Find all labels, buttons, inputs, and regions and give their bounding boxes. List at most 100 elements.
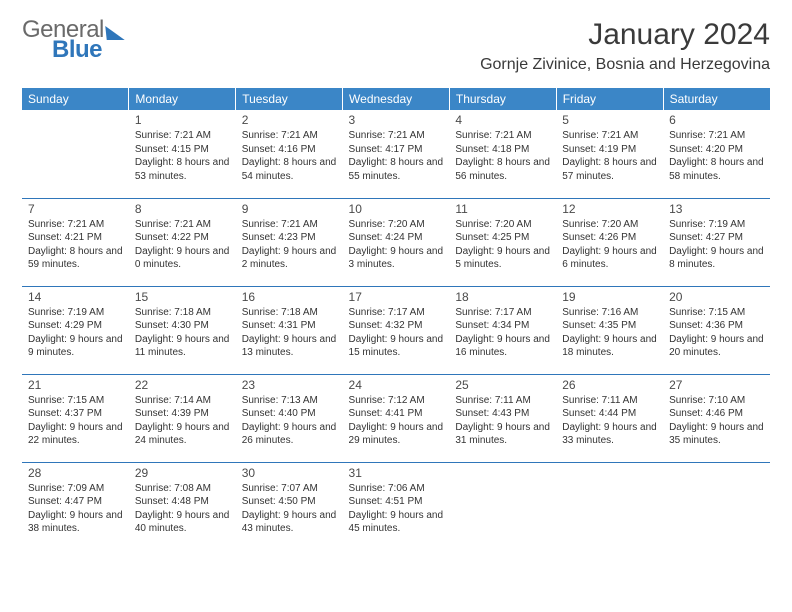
daylight-line: Daylight: 9 hours and 18 minutes. — [562, 333, 657, 360]
logo-text-blue: Blue — [52, 38, 124, 62]
daylight-line: Daylight: 9 hours and 9 minutes. — [28, 333, 123, 360]
calendar-cell: 26Sunrise: 7:11 AMSunset: 4:44 PMDayligh… — [556, 374, 663, 462]
sunrise-line: Sunrise: 7:15 AM — [669, 306, 764, 320]
weekday-header: Wednesday — [343, 88, 450, 110]
calendar-cell: 6Sunrise: 7:21 AMSunset: 4:20 PMDaylight… — [663, 110, 770, 198]
daylight-line: Daylight: 9 hours and 38 minutes. — [28, 509, 123, 536]
weekday-row: SundayMondayTuesdayWednesdayThursdayFrid… — [22, 88, 770, 110]
calendar-week-row: 7Sunrise: 7:21 AMSunset: 4:21 PMDaylight… — [22, 198, 770, 286]
day-number: 7 — [28, 201, 123, 217]
empty-cell — [28, 112, 123, 126]
daylight-line: Daylight: 9 hours and 11 minutes. — [135, 333, 230, 360]
weekday-header: Saturday — [663, 88, 770, 110]
daylight-line: Daylight: 9 hours and 13 minutes. — [242, 333, 337, 360]
daylight-line: Daylight: 9 hours and 8 minutes. — [669, 245, 764, 272]
calendar-cell: 11Sunrise: 7:20 AMSunset: 4:25 PMDayligh… — [449, 198, 556, 286]
sunrise-line: Sunrise: 7:06 AM — [349, 482, 444, 496]
calendar-cell: 7Sunrise: 7:21 AMSunset: 4:21 PMDaylight… — [22, 198, 129, 286]
sunset-line: Sunset: 4:51 PM — [349, 495, 444, 509]
daylight-line: Daylight: 9 hours and 16 minutes. — [455, 333, 550, 360]
sunset-line: Sunset: 4:25 PM — [455, 231, 550, 245]
day-number: 4 — [455, 112, 550, 128]
calendar-cell: 31Sunrise: 7:06 AMSunset: 4:51 PMDayligh… — [343, 462, 450, 550]
title-block: January 2024 Gornje Zivinice, Bosnia and… — [480, 18, 770, 74]
sunrise-line: Sunrise: 7:18 AM — [135, 306, 230, 320]
calendar-cell — [663, 462, 770, 550]
sunset-line: Sunset: 4:40 PM — [242, 407, 337, 421]
day-number: 24 — [349, 377, 444, 393]
day-number: 17 — [349, 289, 444, 305]
weekday-header: Thursday — [449, 88, 556, 110]
weekday-header: Sunday — [22, 88, 129, 110]
sunrise-line: Sunrise: 7:20 AM — [455, 218, 550, 232]
day-number: 31 — [349, 465, 444, 481]
daylight-line: Daylight: 9 hours and 35 minutes. — [669, 421, 764, 448]
sunrise-line: Sunrise: 7:17 AM — [349, 306, 444, 320]
calendar-body: 1Sunrise: 7:21 AMSunset: 4:15 PMDaylight… — [22, 110, 770, 550]
sunset-line: Sunset: 4:30 PM — [135, 319, 230, 333]
sunset-line: Sunset: 4:32 PM — [349, 319, 444, 333]
sunrise-line: Sunrise: 7:17 AM — [455, 306, 550, 320]
day-number: 8 — [135, 201, 230, 217]
calendar-cell: 24Sunrise: 7:12 AMSunset: 4:41 PMDayligh… — [343, 374, 450, 462]
daylight-line: Daylight: 9 hours and 43 minutes. — [242, 509, 337, 536]
sunset-line: Sunset: 4:20 PM — [669, 143, 764, 157]
sunset-line: Sunset: 4:50 PM — [242, 495, 337, 509]
calendar-cell: 2Sunrise: 7:21 AMSunset: 4:16 PMDaylight… — [236, 110, 343, 198]
sunset-line: Sunset: 4:35 PM — [562, 319, 657, 333]
sunset-line: Sunset: 4:41 PM — [349, 407, 444, 421]
calendar-cell: 25Sunrise: 7:11 AMSunset: 4:43 PMDayligh… — [449, 374, 556, 462]
day-number: 9 — [242, 201, 337, 217]
sunset-line: Sunset: 4:46 PM — [669, 407, 764, 421]
month-title: January 2024 — [480, 18, 770, 52]
calendar-cell: 5Sunrise: 7:21 AMSunset: 4:19 PMDaylight… — [556, 110, 663, 198]
sunset-line: Sunset: 4:23 PM — [242, 231, 337, 245]
day-number: 22 — [135, 377, 230, 393]
sunrise-line: Sunrise: 7:19 AM — [669, 218, 764, 232]
sunrise-line: Sunrise: 7:07 AM — [242, 482, 337, 496]
sunset-line: Sunset: 4:22 PM — [135, 231, 230, 245]
calendar-table: SundayMondayTuesdayWednesdayThursdayFrid… — [22, 88, 770, 550]
sunset-line: Sunset: 4:24 PM — [349, 231, 444, 245]
sunrise-line: Sunrise: 7:09 AM — [28, 482, 123, 496]
sunrise-line: Sunrise: 7:21 AM — [562, 129, 657, 143]
calendar-cell: 21Sunrise: 7:15 AMSunset: 4:37 PMDayligh… — [22, 374, 129, 462]
sunrise-line: Sunrise: 7:21 AM — [242, 218, 337, 232]
day-number: 29 — [135, 465, 230, 481]
day-number: 10 — [349, 201, 444, 217]
sunset-line: Sunset: 4:17 PM — [349, 143, 444, 157]
sunrise-line: Sunrise: 7:21 AM — [135, 129, 230, 143]
sunset-line: Sunset: 4:27 PM — [669, 231, 764, 245]
calendar-cell: 12Sunrise: 7:20 AMSunset: 4:26 PMDayligh… — [556, 198, 663, 286]
calendar-cell: 4Sunrise: 7:21 AMSunset: 4:18 PMDaylight… — [449, 110, 556, 198]
calendar-cell: 9Sunrise: 7:21 AMSunset: 4:23 PMDaylight… — [236, 198, 343, 286]
calendar-cell — [22, 110, 129, 198]
daylight-line: Daylight: 9 hours and 24 minutes. — [135, 421, 230, 448]
day-number: 15 — [135, 289, 230, 305]
sunset-line: Sunset: 4:29 PM — [28, 319, 123, 333]
calendar-head: SundayMondayTuesdayWednesdayThursdayFrid… — [22, 88, 770, 110]
calendar-page: General Blue January 2024 Gornje Zivinic… — [0, 0, 792, 560]
daylight-line: Daylight: 8 hours and 59 minutes. — [28, 245, 123, 272]
day-number: 18 — [455, 289, 550, 305]
daylight-line: Daylight: 9 hours and 2 minutes. — [242, 245, 337, 272]
sunset-line: Sunset: 4:16 PM — [242, 143, 337, 157]
day-number: 3 — [349, 112, 444, 128]
weekday-header: Monday — [129, 88, 236, 110]
sunset-line: Sunset: 4:37 PM — [28, 407, 123, 421]
daylight-line: Daylight: 9 hours and 3 minutes. — [349, 245, 444, 272]
day-number: 12 — [562, 201, 657, 217]
calendar-cell: 28Sunrise: 7:09 AMSunset: 4:47 PMDayligh… — [22, 462, 129, 550]
logo-sail-icon — [105, 26, 124, 40]
day-number: 30 — [242, 465, 337, 481]
sunrise-line: Sunrise: 7:11 AM — [562, 394, 657, 408]
sunrise-line: Sunrise: 7:19 AM — [28, 306, 123, 320]
day-number: 21 — [28, 377, 123, 393]
day-number: 13 — [669, 201, 764, 217]
calendar-week-row: 28Sunrise: 7:09 AMSunset: 4:47 PMDayligh… — [22, 462, 770, 550]
sunset-line: Sunset: 4:43 PM — [455, 407, 550, 421]
weekday-header: Friday — [556, 88, 663, 110]
calendar-cell: 3Sunrise: 7:21 AMSunset: 4:17 PMDaylight… — [343, 110, 450, 198]
day-number: 6 — [669, 112, 764, 128]
calendar-cell — [449, 462, 556, 550]
